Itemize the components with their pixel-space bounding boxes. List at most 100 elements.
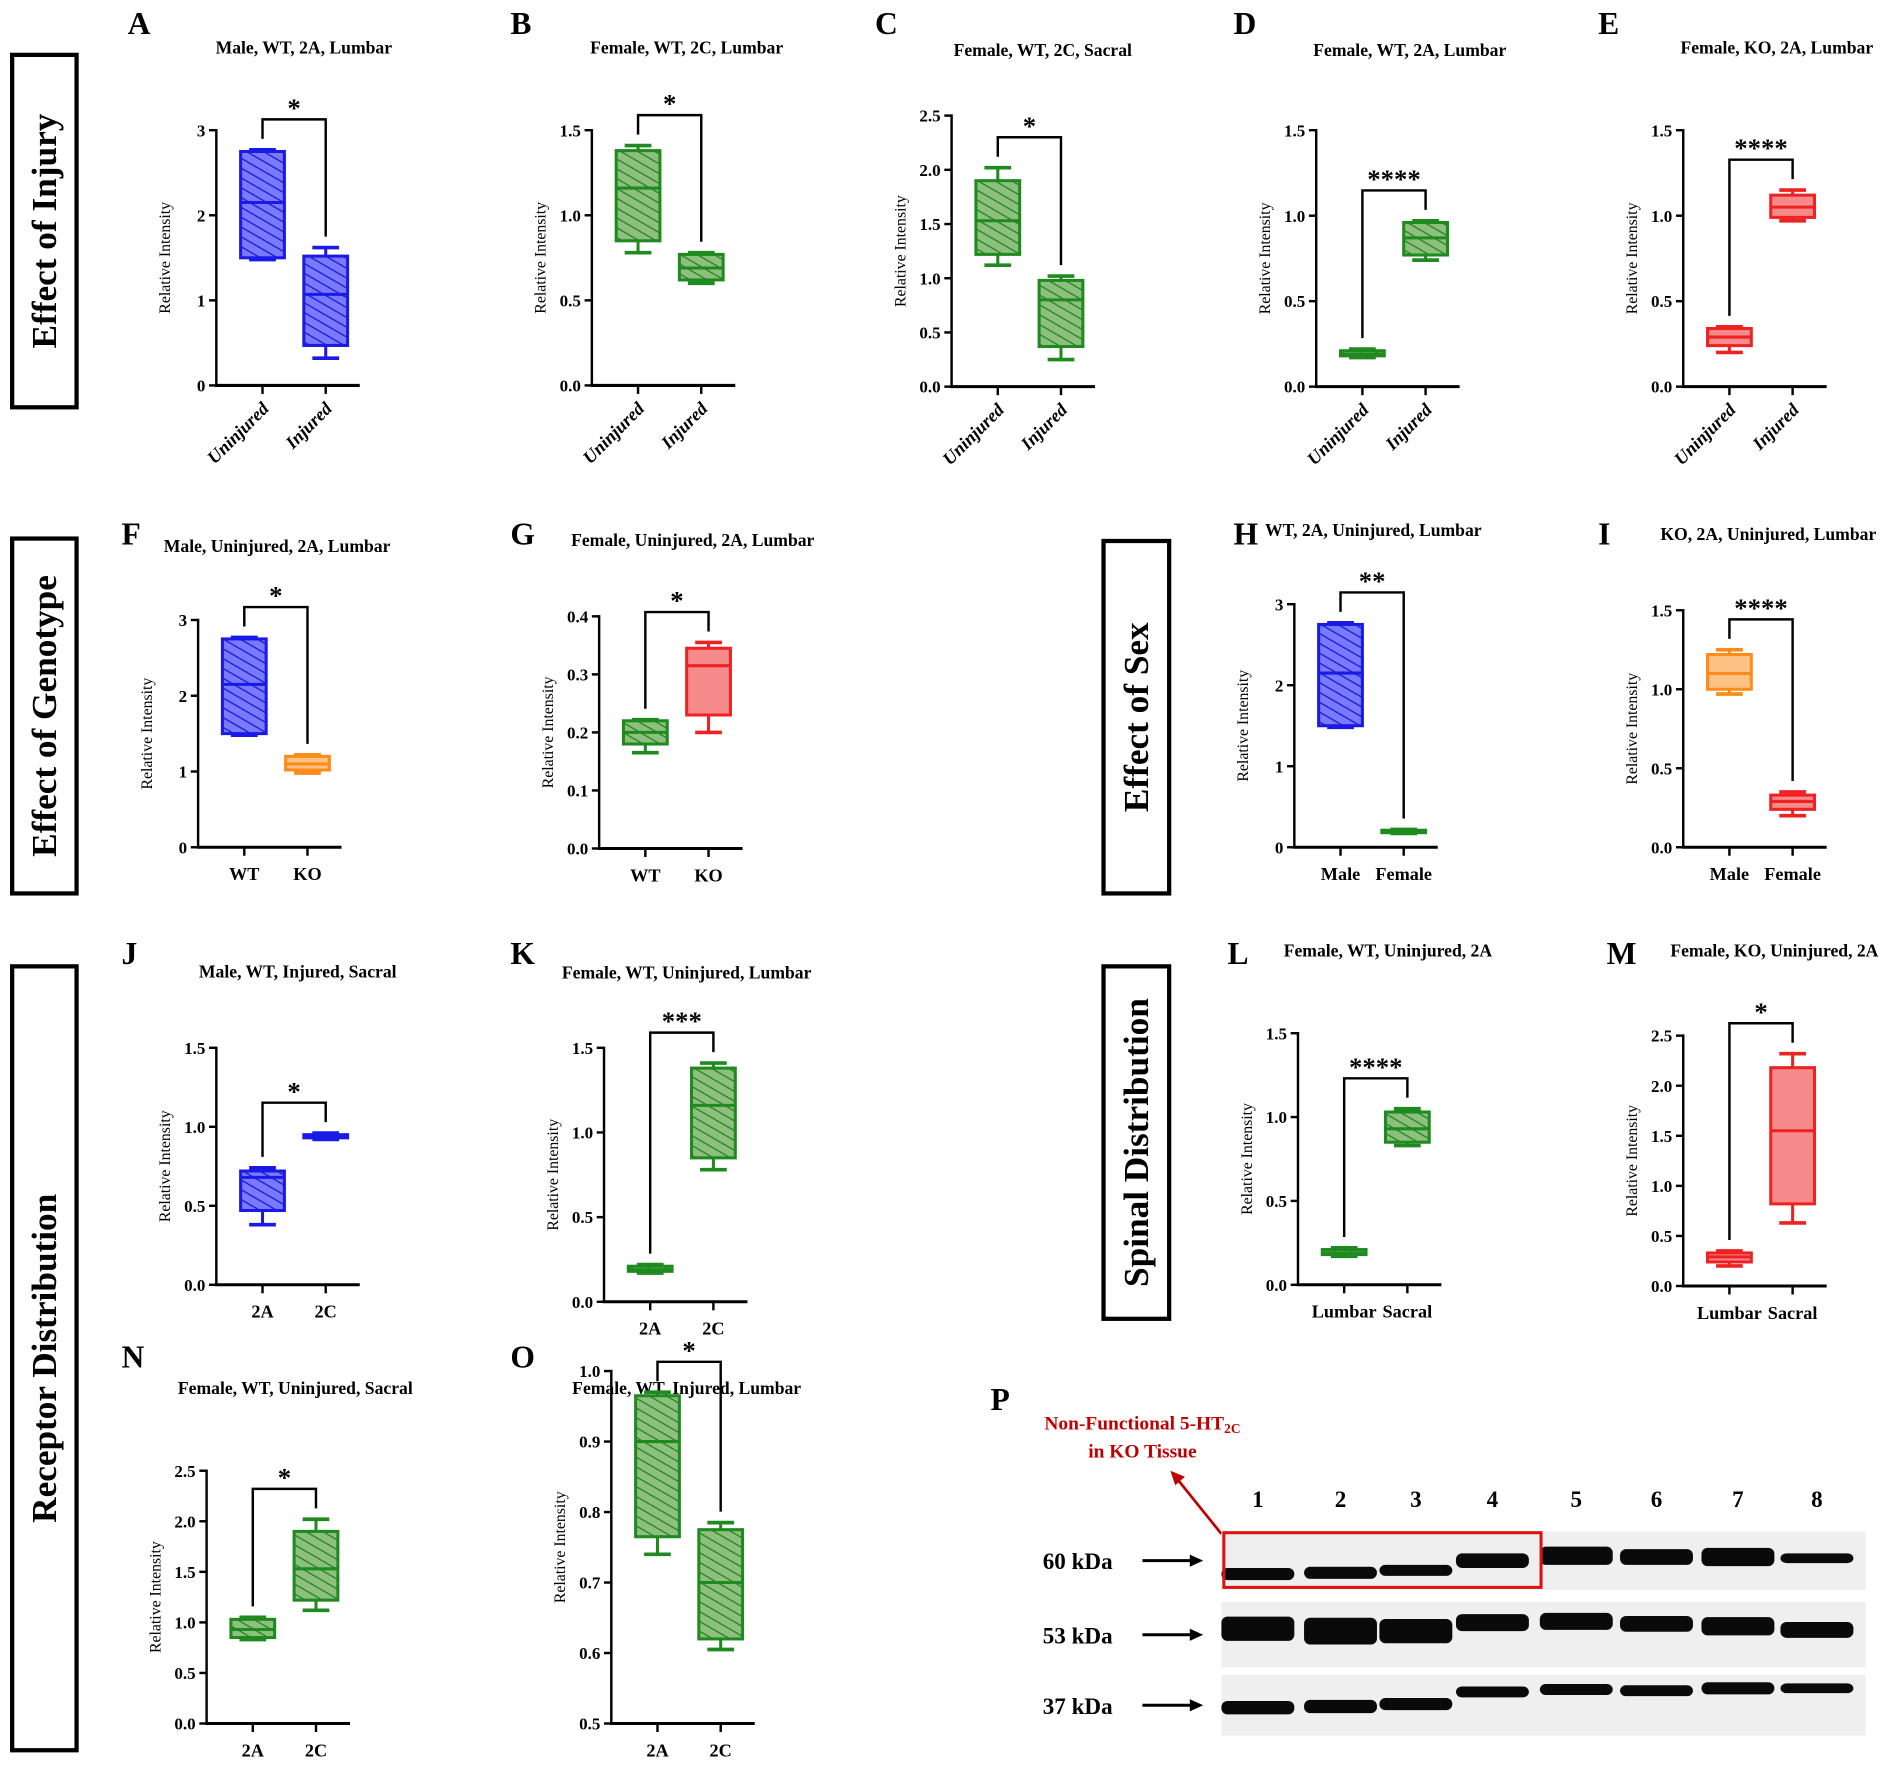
significance-bracket	[243, 605, 309, 744]
panel-h: H WT, 2A, Uninjured, Lumbar Relative Inten…	[1234, 517, 1482, 884]
y-tick-label: 2.0	[1651, 1077, 1672, 1096]
y-axis-label: Relative Intensity	[1624, 202, 1641, 314]
box-2c	[292, 1517, 340, 1613]
y-tick-label: 2	[179, 687, 188, 706]
panel-title: Female, WT, Uninjured, Sacral	[178, 1378, 413, 1398]
section-box	[1101, 538, 1172, 896]
y-axis-label: Relative Intensity	[139, 678, 156, 790]
y-axis-label: Relative Intensity	[1624, 1105, 1641, 1217]
y-tick-label: 0.5	[1651, 292, 1672, 311]
box-iqr	[697, 1528, 745, 1641]
x-tick-label: 2C	[710, 1740, 732, 1760]
x-tick-label: Injured	[1381, 399, 1437, 455]
panel-letter: L	[1227, 936, 1248, 971]
molecular-weight-label: 60 kDa	[1043, 1548, 1113, 1574]
panel-i: I KO, 2A, Uninjured, Lumbar Relative Inten…	[1598, 517, 1876, 884]
y-tick-label: 0.0	[1651, 838, 1672, 857]
significance-bracket	[251, 1487, 318, 1607]
panel-letter: I	[1598, 517, 1610, 552]
x-tick-label: KO	[694, 865, 722, 885]
significance-bracket	[656, 1360, 722, 1512]
significance-bracket	[996, 136, 1063, 266]
box-uninjured	[1338, 347, 1386, 360]
significance-stars: *	[670, 586, 683, 616]
significance-bracket	[261, 118, 327, 237]
lane-number: 1	[1252, 1486, 1264, 1512]
y-tick-label: 2	[197, 206, 206, 225]
box-iqr	[614, 149, 662, 243]
significance-stars: ****	[1349, 1052, 1402, 1082]
box-iqr	[239, 149, 286, 260]
panel-letter: G	[510, 517, 535, 552]
y-tick-label: 3	[197, 121, 206, 140]
arrowhead-icon	[1189, 1554, 1204, 1567]
y-tick-label: 1.0	[919, 269, 940, 288]
protein-band	[1379, 1697, 1453, 1711]
y-axis-label: Relative Intensity	[533, 202, 550, 314]
ko-annotation-line2: in KO Tissue	[1088, 1441, 1197, 1462]
y-tick-label: 2.0	[174, 1512, 195, 1531]
y-tick-label: 1.5	[572, 1039, 593, 1058]
significance-stars: *	[287, 93, 300, 123]
significance-bracket	[1342, 1077, 1409, 1237]
significance-stars: ****	[1734, 133, 1787, 163]
box-ko	[685, 640, 732, 735]
y-tick-label: 2	[1275, 676, 1283, 695]
protein-band	[1620, 1685, 1693, 1697]
protein-band	[1539, 1612, 1613, 1630]
box-iqr	[1383, 1110, 1431, 1144]
ko-highlight-box	[1222, 1531, 1543, 1589]
y-tick-label: 0.5	[572, 1208, 593, 1227]
y-tick-label: 2.0	[919, 161, 940, 180]
y-tick-label: 0.0	[919, 378, 940, 397]
x-tick-label: Uninjured	[939, 399, 1009, 469]
box-male	[1317, 621, 1364, 730]
y-tick-label: 1.0	[572, 1124, 593, 1143]
y-axis-label: Relative Intensity	[147, 1541, 164, 1653]
y-tick-label: 0.0	[1266, 1276, 1287, 1295]
protein-band	[1539, 1684, 1613, 1695]
box-iqr	[220, 637, 268, 736]
panel-letter: B	[510, 6, 531, 41]
x-tick-label: Lumbar	[1697, 1303, 1762, 1323]
section-labels: Effect of Injury Effect of Genotype Recept…	[10, 52, 1172, 1753]
section-title: Spinal Distribution	[1117, 998, 1156, 1287]
y-tick-label: 1.0	[174, 1613, 195, 1632]
box-female	[1769, 790, 1817, 818]
x-tick-label: Male	[1710, 864, 1749, 884]
significance-stars: *	[269, 581, 282, 611]
box-uninjured	[974, 165, 1022, 268]
section-box	[10, 964, 79, 1753]
y-tick-label: 1.0	[1284, 207, 1305, 226]
box-injured	[1402, 218, 1449, 262]
y-axis-label: Relative Intensity	[1239, 1103, 1256, 1215]
y-tick-label: 1.0	[1651, 1177, 1672, 1196]
significance-bracket	[1728, 158, 1794, 316]
panel-a: A Male, WT, 2A, Lumbar Relative Intensity 0…	[128, 6, 393, 467]
molecular-weight-label: 37 kDa	[1043, 1693, 1113, 1719]
y-tick-label: 0.0	[572, 1293, 593, 1312]
y-tick-label: 1.5	[919, 215, 940, 234]
box-iqr	[1706, 652, 1753, 691]
x-tick-label: Uninjured	[1303, 399, 1373, 469]
y-tick-label: 1.0	[184, 1118, 205, 1137]
panel-title: Female, WT, Uninjured, 2A	[1284, 941, 1493, 961]
box-female	[1380, 827, 1428, 836]
panel-title: Female, KO, Uninjured, 2A	[1670, 941, 1878, 961]
y-tick-label: 1.0	[1651, 207, 1672, 226]
panel-j: J Male, WT, Injured, Sacral Relative Inten…	[122, 936, 397, 1322]
box-2c	[690, 1061, 737, 1172]
box-uninjured	[239, 147, 286, 262]
y-axis-label: Relative Intensity	[157, 1110, 174, 1222]
box-plot-panels: A Male, WT, 2A, Lumbar Relative Intensity 0…	[122, 6, 1879, 1760]
y-tick-label: 0.0	[184, 1276, 205, 1295]
significance-bracket	[648, 1031, 715, 1254]
panel-letter: K	[510, 936, 535, 971]
box-male	[1706, 647, 1753, 696]
panel-letter: F	[122, 517, 141, 552]
panel-title: Male, WT, Injured, Sacral	[199, 961, 397, 981]
protein-band	[1701, 1617, 1775, 1636]
protein-band	[1221, 1567, 1295, 1581]
section-title: Effect of Injury	[25, 113, 64, 348]
box-iqr	[1317, 622, 1364, 728]
